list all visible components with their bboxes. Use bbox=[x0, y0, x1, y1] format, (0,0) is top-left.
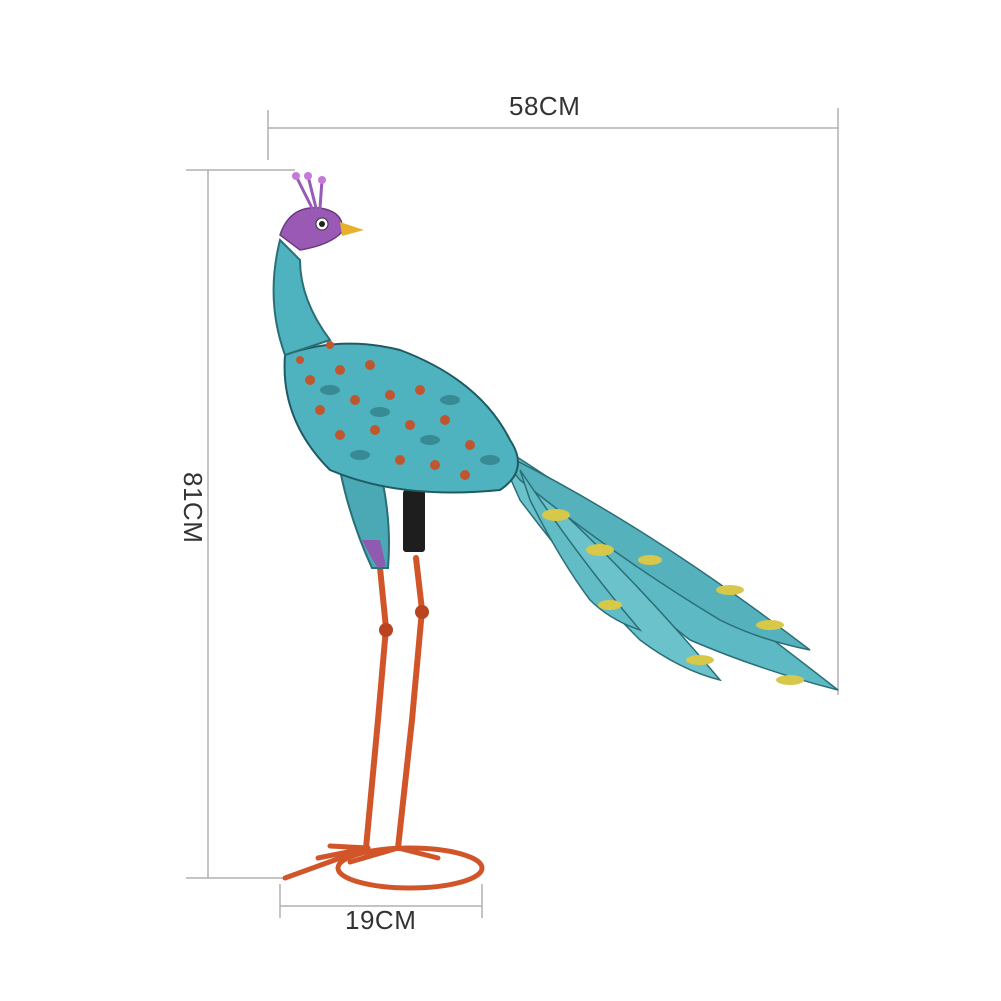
base-label: 19CM bbox=[345, 905, 417, 935]
peacock-icon bbox=[272, 172, 839, 891]
thigh-purple bbox=[362, 540, 386, 568]
crest bbox=[294, 174, 324, 210]
width-label: 58CM bbox=[509, 91, 581, 121]
left-knee bbox=[379, 623, 393, 637]
body-dark-feathers bbox=[320, 385, 500, 465]
legs bbox=[363, 555, 426, 851]
head bbox=[279, 207, 344, 251]
height-label: 81CM bbox=[178, 472, 208, 544]
body-scales bbox=[296, 341, 475, 480]
beak bbox=[340, 222, 364, 236]
body bbox=[283, 342, 519, 494]
right-knee bbox=[415, 605, 429, 619]
neck bbox=[272, 238, 332, 357]
stand-base-ring bbox=[335, 845, 485, 891]
dimension-lines bbox=[186, 108, 839, 918]
solar-stake bbox=[403, 490, 425, 552]
tail-feathers bbox=[489, 439, 839, 691]
feet bbox=[282, 843, 441, 881]
